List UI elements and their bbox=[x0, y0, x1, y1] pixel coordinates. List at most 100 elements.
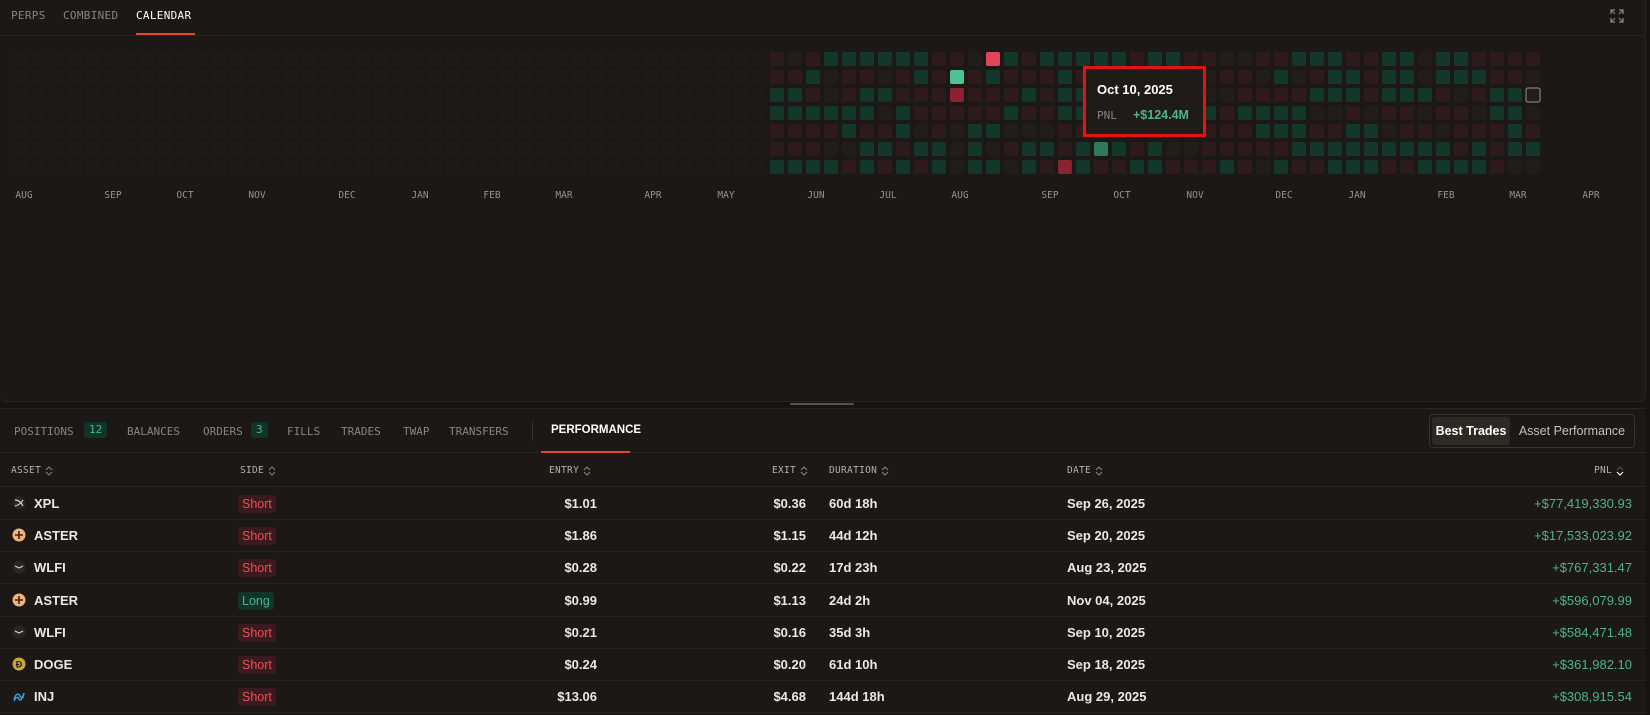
day-cell[interactable] bbox=[842, 124, 856, 138]
day-cell[interactable] bbox=[518, 160, 532, 174]
table-row[interactable]: Ð DOGE Short $0.24 $0.20 61d 10h Sep 18, 2025 +… bbox=[0, 648, 1646, 681]
day-cell[interactable] bbox=[50, 124, 64, 138]
day-cell[interactable] bbox=[770, 142, 784, 156]
day-cell[interactable] bbox=[68, 160, 82, 174]
day-cell[interactable] bbox=[734, 124, 748, 138]
day-cell[interactable] bbox=[1454, 106, 1468, 120]
day-cell[interactable] bbox=[590, 88, 604, 102]
day-cell[interactable] bbox=[1454, 52, 1468, 66]
day-cell[interactable] bbox=[752, 124, 766, 138]
day-cell[interactable] bbox=[680, 142, 694, 156]
day-cell[interactable] bbox=[842, 52, 856, 66]
day-cell[interactable] bbox=[1436, 142, 1450, 156]
day-cell[interactable] bbox=[968, 160, 982, 174]
day-cell[interactable] bbox=[590, 106, 604, 120]
day-cell[interactable] bbox=[770, 160, 784, 174]
day-cell[interactable] bbox=[680, 52, 694, 66]
day-cell[interactable] bbox=[554, 52, 568, 66]
day-cell[interactable] bbox=[1400, 70, 1414, 84]
day-cell[interactable] bbox=[284, 106, 298, 120]
day-cell[interactable] bbox=[14, 88, 28, 102]
day-cell[interactable] bbox=[554, 70, 568, 84]
day-cell[interactable] bbox=[248, 52, 262, 66]
day-cell[interactable] bbox=[86, 106, 100, 120]
day-cell[interactable] bbox=[284, 88, 298, 102]
day-cell[interactable] bbox=[1004, 88, 1018, 102]
day-cell[interactable] bbox=[266, 70, 280, 84]
day-cell[interactable] bbox=[950, 52, 964, 66]
day-cell[interactable] bbox=[410, 160, 424, 174]
day-cell[interactable] bbox=[230, 52, 244, 66]
day-cell[interactable] bbox=[32, 88, 46, 102]
day-cell[interactable] bbox=[1094, 160, 1108, 174]
day-cell[interactable] bbox=[896, 106, 910, 120]
day-cell[interactable] bbox=[1202, 52, 1216, 66]
day-cell[interactable] bbox=[410, 106, 424, 120]
day-cell[interactable] bbox=[806, 160, 820, 174]
day-cell[interactable] bbox=[1238, 52, 1252, 66]
day-cell[interactable] bbox=[212, 70, 226, 84]
day-cell[interactable] bbox=[1022, 88, 1036, 102]
day-cell[interactable] bbox=[338, 88, 352, 102]
day-cell[interactable] bbox=[1364, 52, 1378, 66]
day-cell[interactable] bbox=[734, 106, 748, 120]
day-cell[interactable] bbox=[464, 124, 478, 138]
day-cell[interactable] bbox=[752, 106, 766, 120]
day-cell[interactable] bbox=[446, 124, 460, 138]
day-cell[interactable] bbox=[302, 142, 316, 156]
day-cell[interactable] bbox=[428, 106, 442, 120]
day-cell[interactable] bbox=[194, 124, 208, 138]
day-cell[interactable] bbox=[1364, 142, 1378, 156]
day-cell[interactable] bbox=[104, 106, 118, 120]
day-cell[interactable] bbox=[122, 88, 136, 102]
day-cell[interactable] bbox=[1490, 124, 1504, 138]
day-cell[interactable] bbox=[860, 88, 874, 102]
day-cell[interactable] bbox=[482, 124, 496, 138]
day-cell[interactable] bbox=[1382, 52, 1396, 66]
day-cell[interactable] bbox=[860, 52, 874, 66]
day-cell[interactable] bbox=[806, 70, 820, 84]
day-cell[interactable] bbox=[1238, 142, 1252, 156]
day-cell[interactable] bbox=[68, 142, 82, 156]
day-cell[interactable] bbox=[1490, 70, 1504, 84]
day-cell[interactable] bbox=[644, 88, 658, 102]
day-cell[interactable] bbox=[1508, 142, 1522, 156]
day-cell[interactable] bbox=[1400, 52, 1414, 66]
day-cell[interactable] bbox=[446, 142, 460, 156]
day-cell[interactable] bbox=[500, 142, 514, 156]
day-cell[interactable] bbox=[230, 70, 244, 84]
day-cell[interactable] bbox=[1364, 124, 1378, 138]
day-cell[interactable] bbox=[32, 52, 46, 66]
day-cell[interactable] bbox=[158, 70, 172, 84]
day-cell[interactable] bbox=[1058, 70, 1072, 84]
day-cell[interactable] bbox=[194, 70, 208, 84]
day-cell[interactable] bbox=[914, 142, 928, 156]
day-cell[interactable] bbox=[194, 52, 208, 66]
day-cell[interactable] bbox=[896, 52, 910, 66]
day-cell[interactable] bbox=[914, 88, 928, 102]
day-cell[interactable] bbox=[824, 142, 838, 156]
day-cell[interactable] bbox=[266, 52, 280, 66]
day-cell[interactable] bbox=[248, 70, 262, 84]
day-cell[interactable] bbox=[86, 142, 100, 156]
day-cell[interactable] bbox=[176, 142, 190, 156]
day-cell[interactable] bbox=[1274, 52, 1288, 66]
day-cell[interactable] bbox=[788, 70, 802, 84]
day-cell[interactable] bbox=[248, 106, 262, 120]
day-cell[interactable] bbox=[1490, 160, 1504, 174]
day-cell[interactable] bbox=[554, 160, 568, 174]
day-cell[interactable] bbox=[716, 142, 730, 156]
day-cell[interactable] bbox=[896, 142, 910, 156]
day-cell[interactable] bbox=[1004, 106, 1018, 120]
day-cell[interactable] bbox=[1346, 106, 1360, 120]
day-cell[interactable] bbox=[1130, 142, 1144, 156]
day-cell[interactable] bbox=[932, 106, 946, 120]
day-cell[interactable] bbox=[1220, 52, 1234, 66]
day-cell[interactable] bbox=[1292, 160, 1306, 174]
day-cell[interactable] bbox=[1526, 142, 1540, 156]
day-cell[interactable] bbox=[1256, 70, 1270, 84]
day-cell[interactable] bbox=[104, 88, 118, 102]
day-cell[interactable] bbox=[1076, 52, 1090, 66]
day-cell[interactable] bbox=[1166, 160, 1180, 174]
day-cell[interactable] bbox=[158, 142, 172, 156]
